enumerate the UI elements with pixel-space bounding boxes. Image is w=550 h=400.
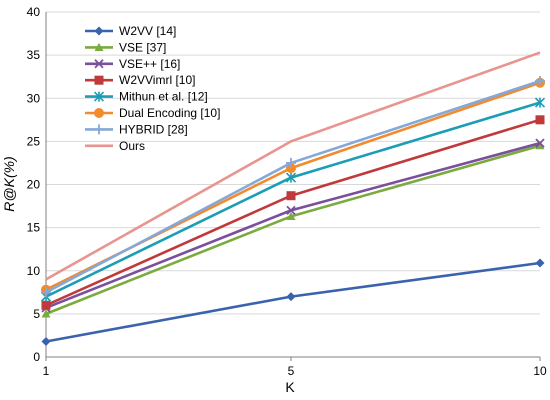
legend-label: HYBRID [28] [119, 122, 188, 136]
x-tick-label: 1 [43, 364, 50, 378]
legend-marker [94, 108, 104, 118]
data-point [535, 138, 545, 148]
legend-label: Mithun et al. [12] [119, 90, 208, 104]
legend-item: W2VVimrl [10] [85, 73, 195, 87]
legend-label: VSE++ [16] [119, 57, 180, 71]
series-4 [40, 97, 546, 302]
legend-marker [94, 75, 104, 85]
data-point [41, 309, 51, 318]
series-line [45, 261, 541, 343]
series-3 [41, 115, 545, 310]
series-line [45, 51, 541, 281]
data-point [286, 157, 296, 168]
series-6 [41, 76, 545, 298]
legend-marker [94, 59, 104, 69]
x-axis-title: K [285, 379, 295, 395]
series-0 [41, 258, 545, 346]
data-point [41, 336, 51, 346]
legend-item: HYBRID [28] [85, 122, 188, 136]
y-tick-label: 15 [27, 221, 41, 235]
legend-item: Ours [85, 139, 145, 153]
data-point [286, 205, 296, 216]
legend-label: Ours [119, 139, 145, 153]
series-1 [41, 141, 545, 318]
data-point [286, 211, 296, 221]
data-point [535, 115, 545, 125]
legend-label: Dual Encoding [10] [119, 106, 220, 120]
legend-marker [93, 91, 105, 102]
data-point [286, 191, 296, 201]
data-point [285, 172, 297, 183]
x-tick-label: 10 [533, 364, 547, 378]
legend-item: VSE++ [16] [85, 57, 180, 71]
data-point [41, 287, 51, 298]
y-tick-label: 30 [27, 91, 41, 105]
y-tick-label: 0 [33, 350, 40, 364]
data-point [535, 76, 545, 86]
y-tick-label: 10 [27, 264, 41, 278]
legend-label: W2VV [14] [119, 24, 176, 38]
data-point [41, 300, 51, 310]
legend-marker [94, 26, 104, 36]
legend-marker [94, 42, 104, 51]
data-point [535, 141, 545, 150]
marker-stroke [286, 205, 296, 216]
legend-label: W2VVimrl [10] [119, 73, 195, 87]
marker-stroke [535, 138, 545, 148]
legend-item: Dual Encoding [10] [85, 106, 220, 120]
y-tick-label: 5 [33, 307, 40, 321]
legend-item: VSE [37] [85, 40, 166, 54]
legend-label: VSE [37] [119, 40, 166, 54]
series-lines [40, 51, 546, 346]
legend-item: W2VV [14] [85, 24, 176, 38]
series-7 [45, 51, 541, 281]
y-axis-title: R@K(%) [1, 156, 17, 211]
data-point [534, 97, 546, 108]
y-tick-label: 35 [27, 48, 41, 62]
y-tick-label: 20 [27, 178, 41, 192]
data-point [535, 258, 545, 268]
legend: W2VV [14] VSE [37] VSE++ [16] W2VVimrl [10]… [85, 24, 220, 153]
legend-marker [94, 124, 104, 135]
marker-stroke [94, 59, 104, 69]
y-tick-label: 40 [27, 5, 41, 19]
data-point [286, 292, 296, 302]
series-2 [41, 138, 545, 313]
legend-item: Mithun et al. [12] [85, 90, 208, 104]
x-tick-label: 5 [288, 364, 295, 378]
y-tick-label: 25 [27, 134, 41, 148]
